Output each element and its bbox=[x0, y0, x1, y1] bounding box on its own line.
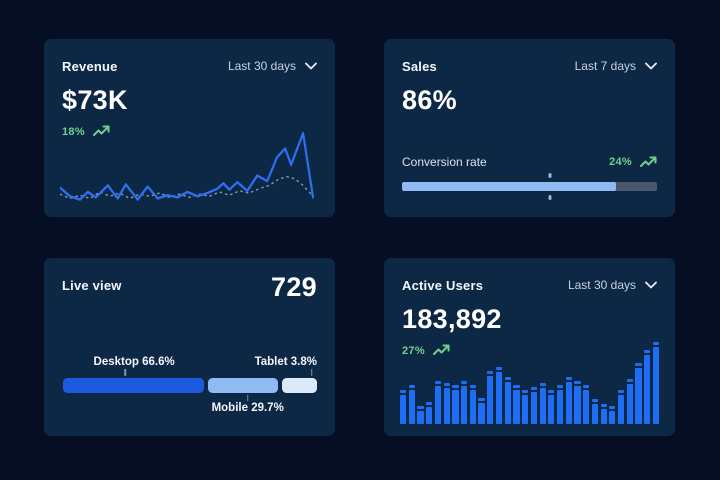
user-bar bbox=[574, 381, 581, 424]
user-bar bbox=[626, 378, 633, 424]
active-users-card: Active Users Last 30 days 183,892 27% bbox=[384, 258, 675, 436]
conversion-rate-row: Conversion rate 24% bbox=[402, 155, 657, 169]
sales-range-dropdown[interactable]: Last 7 days bbox=[575, 59, 657, 73]
user-bar bbox=[635, 362, 642, 424]
user-bar bbox=[583, 385, 590, 424]
revenue-card: Revenue Last 30 days $73K 18% bbox=[44, 39, 335, 217]
user-bar bbox=[600, 403, 607, 424]
user-bar bbox=[504, 377, 511, 424]
user-bar bbox=[495, 366, 503, 424]
device-stacked-bar bbox=[63, 378, 317, 393]
user-bar bbox=[539, 383, 546, 424]
user-bar bbox=[417, 405, 424, 424]
user-bar bbox=[617, 389, 625, 424]
live-view-card-header: Live view 729 bbox=[62, 272, 317, 303]
active-users-card-header: Active Users Last 30 days bbox=[402, 278, 657, 293]
user-bar bbox=[513, 385, 520, 424]
active-users-delta: 27% bbox=[402, 344, 425, 357]
sales-value: 86% bbox=[402, 85, 457, 115]
sales-title: Sales bbox=[402, 59, 437, 74]
user-bar bbox=[591, 399, 599, 424]
user-bar bbox=[556, 385, 564, 424]
active-users-delta-row: 27% bbox=[402, 344, 657, 357]
sales-card-header: Sales Last 7 days bbox=[402, 59, 657, 74]
device-labels-row: Desktop 66.6% Tablet 3.8% bbox=[63, 356, 317, 369]
user-bar bbox=[400, 389, 407, 424]
user-bar bbox=[443, 383, 450, 424]
device-segment-tablet bbox=[281, 378, 317, 393]
active-users-range-dropdown[interactable]: Last 30 days bbox=[568, 278, 657, 292]
conversion-rate-label: Conversion rate bbox=[402, 155, 487, 169]
tablet-share-label: Tablet 3.8% bbox=[254, 356, 317, 368]
chevron-down-icon bbox=[305, 62, 317, 70]
active-users-range-label: Last 30 days bbox=[567, 278, 636, 292]
desktop-share-label: Desktop 66.6% bbox=[93, 356, 175, 368]
active-users-title: Active Users bbox=[402, 278, 484, 293]
conversion-delta: 24% bbox=[609, 156, 632, 168]
live-view-card: Live view 729 Desktop 66.6% Tablet 3.8% … bbox=[44, 258, 335, 436]
user-bar bbox=[452, 385, 459, 424]
user-bar bbox=[478, 397, 485, 424]
revenue-delta: 18% bbox=[62, 125, 85, 138]
desktop-connector-line bbox=[124, 369, 127, 376]
user-bar bbox=[487, 370, 494, 424]
conversion-progress-fill bbox=[402, 182, 617, 191]
revenue-title: Revenue bbox=[62, 59, 118, 74]
user-bar bbox=[408, 385, 415, 424]
user-bar bbox=[426, 401, 433, 424]
trend-up-icon bbox=[432, 344, 450, 357]
device-segment-mobile bbox=[207, 378, 279, 393]
revenue-line-previous bbox=[60, 175, 314, 200]
tablet-connector-line bbox=[310, 369, 313, 376]
live-view-title: Live view bbox=[62, 278, 122, 293]
chevron-down-icon bbox=[645, 62, 657, 70]
user-bar bbox=[644, 350, 651, 424]
revenue-range-label: Last 30 days bbox=[227, 59, 296, 73]
user-bar bbox=[548, 389, 555, 424]
conversion-delta-group: 24% bbox=[609, 156, 657, 169]
chevron-down-icon bbox=[645, 281, 657, 289]
sales-card: Sales Last 7 days 86% Conversion rate 24… bbox=[384, 39, 675, 217]
conversion-progress-bar bbox=[402, 173, 657, 200]
progress-benchmark-tick-top bbox=[548, 173, 552, 178]
user-bar bbox=[565, 377, 572, 424]
revenue-value: $73K bbox=[62, 85, 128, 115]
active-users-bar-chart bbox=[400, 342, 660, 424]
mobile-connector-line bbox=[246, 395, 249, 401]
mobile-share-label: Mobile 29.7% bbox=[211, 402, 284, 414]
user-bar bbox=[434, 381, 442, 424]
active-users-value: 183,892 bbox=[402, 304, 502, 334]
user-bar bbox=[522, 389, 529, 424]
live-view-value: 729 bbox=[271, 272, 317, 302]
trend-up-icon bbox=[92, 125, 110, 138]
revenue-range-dropdown[interactable]: Last 30 days bbox=[228, 59, 317, 73]
user-bar bbox=[469, 385, 476, 424]
user-bar bbox=[609, 405, 616, 424]
user-bar bbox=[461, 381, 468, 424]
revenue-line-chart bbox=[60, 131, 319, 205]
sales-range-label: Last 7 days bbox=[574, 59, 636, 73]
trend-up-icon bbox=[640, 156, 657, 169]
revenue-line-current bbox=[60, 131, 315, 201]
device-segment-desktop bbox=[63, 378, 205, 393]
user-bar bbox=[530, 387, 537, 424]
progress-benchmark-tick-bottom bbox=[548, 195, 552, 200]
revenue-delta-row: 18% bbox=[62, 125, 317, 138]
user-bar bbox=[652, 342, 660, 424]
progress-track bbox=[402, 182, 657, 191]
revenue-card-header: Revenue Last 30 days bbox=[62, 59, 317, 74]
